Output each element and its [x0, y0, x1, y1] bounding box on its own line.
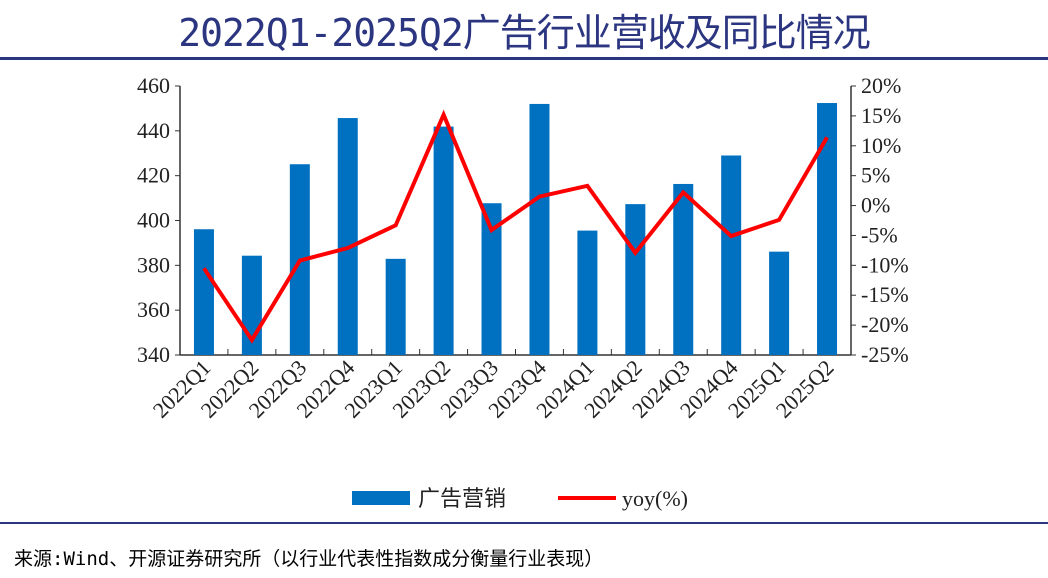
left-tick-label: 340	[137, 342, 170, 367]
right-tick-label: 20%	[861, 73, 901, 98]
right-tick-label: -15%	[861, 282, 909, 307]
yoy-line	[202, 109, 829, 344]
bar-2022Q1	[193, 229, 214, 355]
title-rule	[0, 57, 1048, 60]
bar-2025Q2	[817, 103, 838, 355]
right-tick-label: 5%	[861, 163, 890, 188]
right-tick-label: 15%	[861, 103, 901, 128]
bar-2023Q3	[481, 203, 502, 355]
right-tick-label: 10%	[861, 133, 901, 158]
left-tick-label: 360	[137, 297, 170, 322]
bar-2023Q1	[385, 258, 406, 355]
legend-swatch-bar	[352, 491, 410, 505]
chart: 340 360 380 400 420 440 460 -25% -20% -15% -10% -5%…	[137, 73, 909, 511]
bar-2024Q2	[625, 204, 646, 355]
left-tick-label: 380	[137, 252, 170, 277]
bar-2022Q4	[337, 118, 358, 355]
bar-2023Q2	[433, 126, 454, 356]
bar-2024Q4	[721, 155, 742, 355]
left-tick-label: 460	[137, 73, 170, 98]
chart-title: 2022Q1-2025Q2广告行业营收及同比情况	[178, 11, 870, 55]
right-tick-label: -20%	[861, 312, 909, 337]
footer-rule	[0, 522, 1048, 524]
right-tick-label: -5%	[861, 222, 898, 247]
right-tick-label: -10%	[861, 252, 909, 277]
legend-label-bar: 广告营销	[418, 486, 506, 511]
right-tick-label: 0%	[861, 193, 890, 218]
bar-2023Q4	[529, 103, 550, 355]
left-tick-label: 400	[137, 208, 170, 233]
left-tick-label: 420	[137, 163, 170, 188]
source-note: 来源:Wind、开源证券研究所（以行业代表性指数成分衡量行业表现）	[14, 548, 604, 570]
bar-2025Q1	[769, 251, 790, 355]
left-tick-label: 440	[137, 118, 170, 143]
bar-2024Q1	[577, 230, 598, 355]
legend-label-line: yoy(%)	[622, 486, 688, 511]
bar-2024Q3	[673, 183, 694, 355]
right-tick-label: -25%	[861, 342, 909, 367]
